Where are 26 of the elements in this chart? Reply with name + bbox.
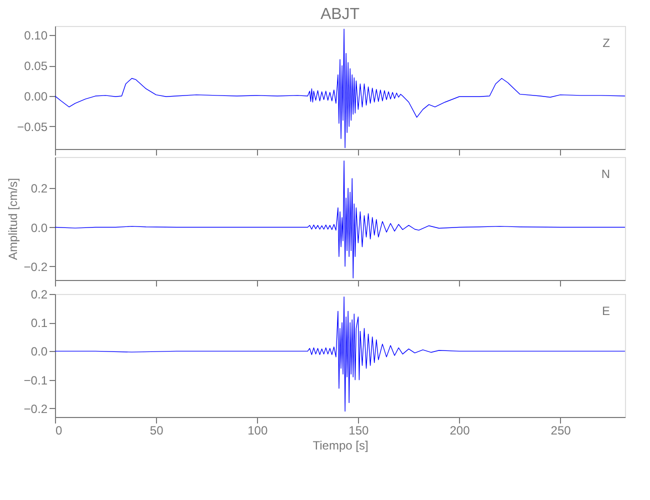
y-tick-label: 0.2	[30, 182, 48, 196]
annotation: Z	[602, 36, 610, 50]
y-tick-label: −0.05	[17, 120, 48, 134]
y-tick-label: 0.00	[24, 90, 48, 104]
y-tick-label: 0.0	[30, 220, 48, 235]
x-tick-label: 150	[348, 424, 370, 438]
x-axis-title: Tiempo [s]	[312, 438, 368, 452]
chart-title: ABJT	[320, 6, 360, 23]
y-tick-label: −0.2	[24, 260, 48, 274]
x-tick-label: 200	[450, 424, 470, 438]
y-tick-label: 0.05	[24, 59, 48, 74]
annotation: N	[601, 167, 610, 181]
annotation: E	[602, 304, 610, 318]
line-series	[55, 296, 625, 412]
y-tick-label: 0.10	[24, 28, 48, 43]
x-tick-label: 0	[56, 424, 62, 438]
y-tick-label: −0.2	[24, 402, 48, 416]
y-tick-label: 0.2	[30, 288, 48, 302]
line-series	[55, 160, 625, 278]
y-tick-label: −0.1	[24, 373, 48, 388]
x-tick-label: 50	[150, 424, 164, 438]
y-axis-title: Amplitud [cm/s]	[6, 178, 20, 260]
y-tick-label: 0.0	[30, 344, 48, 359]
x-tick-label: 100	[248, 424, 268, 438]
y-tick-label: 0.1	[30, 316, 48, 330]
x-tick-label: 250	[550, 424, 572, 438]
